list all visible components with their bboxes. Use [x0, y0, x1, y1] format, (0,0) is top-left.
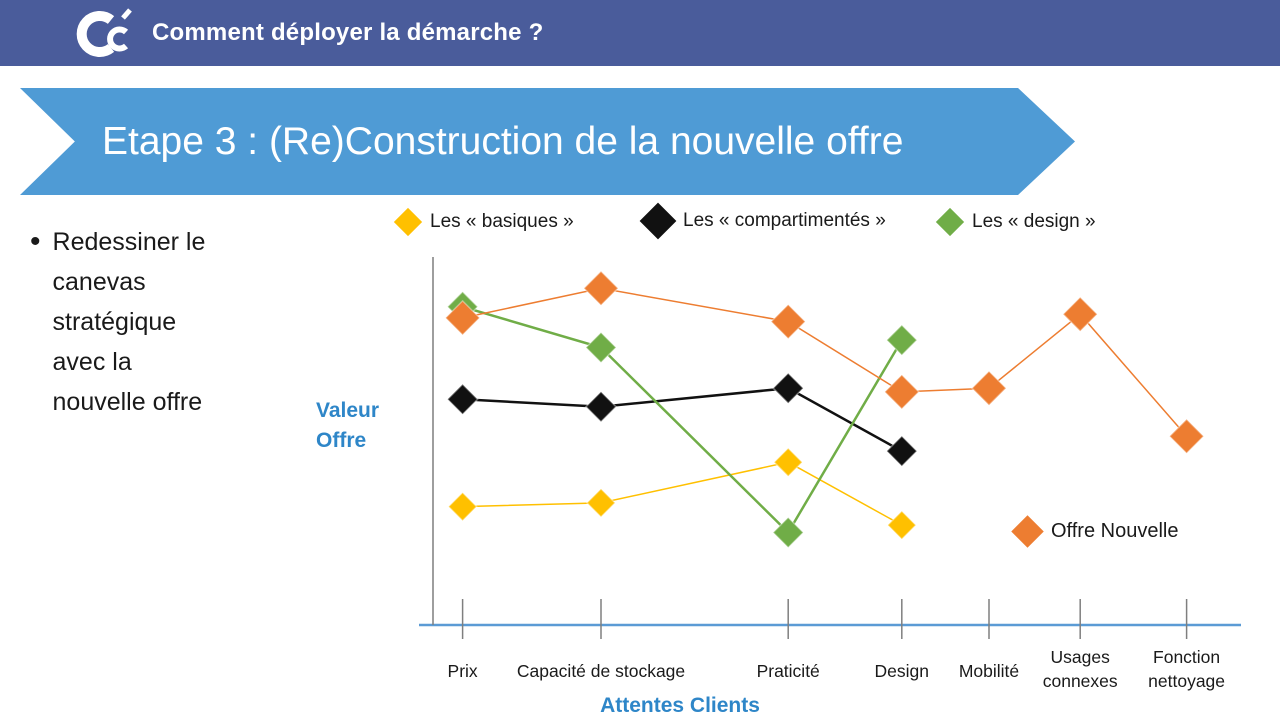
bullet-block: • Redessiner le canevas stratégique avec… [30, 222, 280, 422]
legend-label-basiques: Les « basiques » [430, 211, 574, 232]
yellow-diamond-icon [393, 207, 423, 237]
diamond-marker [885, 435, 918, 468]
category-label: Capacité de stockage [517, 661, 685, 681]
category-label: Usages connexes [1043, 647, 1118, 691]
legend-item-compartimentes: Les « compartimentés » [639, 202, 886, 240]
diamond-marker [582, 270, 620, 307]
series-3 [444, 270, 1205, 455]
black-diamond-icon [639, 202, 677, 240]
diamond-marker [585, 487, 617, 518]
series-0 [447, 447, 917, 541]
diamond-marker [584, 390, 618, 423]
diamond-marker [885, 324, 918, 357]
legend-item-basiques: Les « basiques » [393, 207, 574, 237]
diamond-marker [770, 303, 807, 340]
diamond-marker [446, 383, 479, 416]
chart-svg: Prix Capacité de stockage Praticité Design M… [419, 257, 1241, 691]
legend-label-compartimentes: Les « compartimentés » [683, 210, 886, 231]
legend-item-design: Les « design » [935, 207, 1096, 237]
step-banner: Etape 3 : (Re)Construction de la nouvell… [20, 88, 1075, 195]
diamond-marker [584, 331, 618, 364]
category-label: Fonction nettoyage [1148, 647, 1225, 691]
cci-logo-icon [72, 5, 134, 61]
legend-item-offre-nouvelle: Offre Nouvelle [1011, 515, 1179, 548]
category-label: Mobilité [959, 661, 1019, 681]
diamond-marker [1062, 296, 1099, 333]
legend-label-design: Les « design » [972, 211, 1096, 232]
slide-deck-title: Comment déployer la démarche ? [152, 19, 544, 46]
y-axis-title: Valeur Offre [316, 399, 380, 452]
diamond-marker [447, 491, 478, 522]
diamond-marker [970, 370, 1008, 407]
bullet-text: Redessiner le canevas stratégique avec l… [52, 228, 206, 416]
diamond-marker [773, 447, 804, 478]
step-banner-title: Etape 3 : (Re)Construction de la nouvell… [102, 119, 904, 163]
green-diamond-icon [935, 207, 965, 237]
legend-label-offre-nouvelle: Offre Nouvelle [1051, 520, 1179, 542]
diamond-marker [883, 373, 920, 410]
diamond-marker [772, 516, 805, 549]
series-1 [446, 372, 918, 468]
diamond-marker [772, 372, 805, 405]
strategy-canvas-chart: Prix Capacité de stockage Praticité Design M… [415, 245, 1245, 715]
diamond-marker [444, 299, 481, 336]
series-line [462, 461, 903, 526]
diamond-marker [1168, 418, 1205, 455]
cci-logo-svg [76, 8, 132, 57]
diamond-marker [886, 510, 917, 541]
series-line [462, 305, 903, 535]
x-axis-title: Attentes Clients [600, 694, 760, 717]
header-bar: Comment déployer la démarche ? [0, 0, 1280, 66]
series-line [462, 386, 903, 453]
bullet-dot: • [30, 225, 41, 258]
category-label: Prix [448, 661, 478, 681]
category-label: Design [875, 661, 929, 681]
category-label: Praticité [757, 661, 820, 681]
